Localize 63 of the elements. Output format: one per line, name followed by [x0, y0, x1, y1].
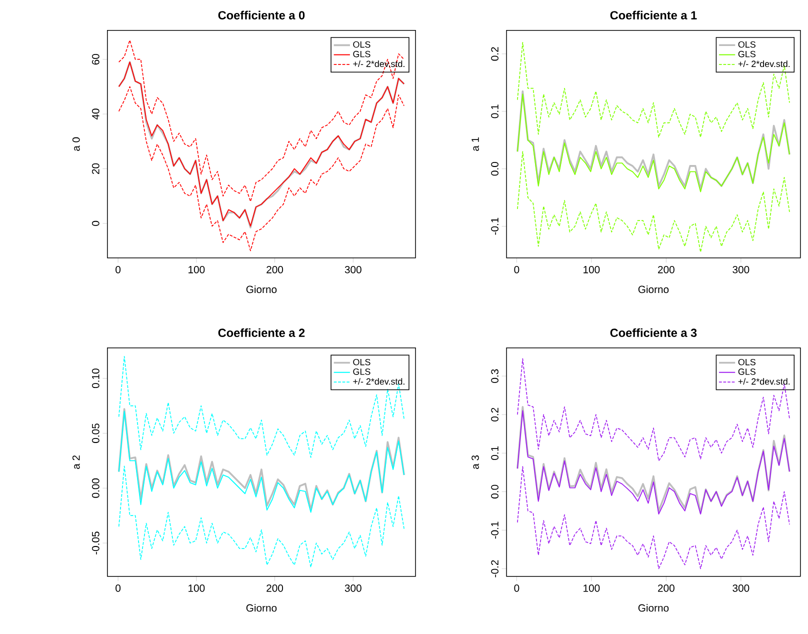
legend-label: GLS: [353, 50, 370, 58]
x-tick-label: 300: [732, 584, 750, 592]
chart-title: Coefficiente a 3: [610, 328, 697, 337]
y-tick-label: 0.2: [491, 408, 498, 422]
x-tick-label: 200: [658, 266, 674, 274]
y-axis-title: a 1: [472, 137, 479, 151]
line-series: [118, 356, 405, 458]
x-axis-title: Giorno: [246, 604, 277, 612]
legend-label: +/- 2*dev.std.: [353, 378, 404, 385]
x-tick-label: 0: [116, 266, 121, 274]
y-tick-label: 40: [92, 108, 100, 120]
y-tick-label: 0.05: [92, 423, 100, 443]
x-tick-label: 200: [266, 584, 284, 592]
x-tick-label: 100: [188, 266, 205, 274]
y-tick-label: 60: [92, 54, 100, 64]
chart-title: Coefficiente a 1: [610, 10, 697, 20]
legend-label: GLS: [738, 50, 756, 58]
y-tick-label: -0.1: [491, 522, 498, 539]
y-tick-label: 20: [92, 163, 100, 174]
y-tick-label: -0.1: [491, 218, 498, 235]
legend-label: OLS: [353, 41, 370, 48]
line-series: [118, 86, 405, 252]
x-tick-label: 300: [344, 584, 362, 592]
x-tick-label: 0: [514, 584, 520, 592]
x-axis-title: Giorno: [638, 285, 669, 293]
y-tick-label: 0.10: [92, 368, 100, 388]
legend-label: OLS: [738, 358, 756, 366]
x-tick-label: 0: [116, 584, 121, 592]
y-tick-label: 0.00: [92, 478, 100, 498]
y-tick-label: 0.1: [491, 104, 498, 118]
y-tick-label: 0.2: [491, 47, 498, 61]
x-tick-label: 300: [344, 266, 362, 274]
y-tick-label: -0.05: [92, 532, 100, 554]
legend-label: +/- 2*dev.std.: [738, 378, 790, 385]
x-tick-label: 100: [584, 584, 600, 592]
y-tick-label: 0.0: [491, 484, 498, 498]
line-series: [517, 42, 790, 138]
chart-title: Coefficiente a 2: [218, 328, 305, 337]
x-axis-title: Giorno: [246, 285, 277, 293]
x-tick-label: 0: [514, 266, 520, 274]
x-tick-label: 100: [584, 266, 600, 274]
y-tick-label: 0.0: [491, 162, 498, 176]
x-axis-title: Giorno: [638, 604, 669, 612]
legend-label: +/- 2*dev.std.: [738, 60, 790, 67]
y-tick-label: 0: [92, 220, 100, 226]
x-tick-label: 200: [658, 584, 674, 592]
y-tick-label: 0.1: [491, 446, 498, 460]
line-series: [118, 466, 405, 568]
legend-label: OLS: [738, 41, 756, 48]
legend-label: OLS: [353, 358, 370, 366]
x-tick-label: 200: [266, 266, 284, 274]
line-series: [118, 40, 405, 202]
line-series: [517, 151, 790, 252]
y-tick-label: 0.3: [491, 369, 498, 383]
y-axis-title: a 2: [72, 455, 80, 469]
legend-label: GLS: [738, 368, 756, 375]
y-axis-title: a 3: [472, 455, 479, 469]
legend-label: GLS: [353, 368, 370, 375]
x-tick-label: 100: [188, 584, 205, 592]
x-tick-label: 300: [732, 266, 750, 274]
chart-title: Coefficiente a 0: [218, 10, 305, 20]
y-axis-title: a 0: [72, 137, 80, 151]
y-tick-label: -0.2: [491, 560, 498, 578]
